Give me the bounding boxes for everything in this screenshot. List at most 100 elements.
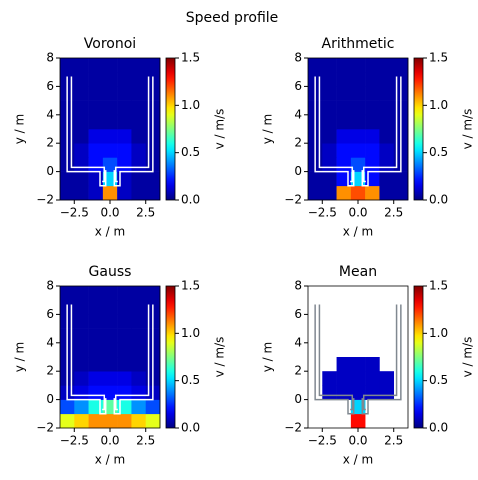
wall	[314, 76, 355, 187]
heatmap-cell	[350, 58, 366, 73]
heatmap-cell	[379, 58, 395, 73]
heatmap-cell	[365, 129, 380, 144]
heatmap-cell	[131, 143, 147, 158]
heatmap-cell	[379, 157, 395, 172]
heatmap-cell	[145, 185, 161, 201]
heatmap-cell	[365, 157, 380, 172]
wall	[113, 76, 154, 187]
y-tick-label: −2	[284, 421, 302, 435]
heatmap-cell	[322, 72, 337, 87]
heatmap-cell	[350, 143, 366, 158]
heatmap-cell	[74, 286, 89, 301]
heatmap-cell	[322, 58, 337, 73]
y-tick-label: −2	[36, 193, 54, 207]
x-axis-label: x / m	[95, 453, 125, 467]
heatmap-cell	[393, 58, 409, 73]
colorbar	[413, 285, 424, 429]
heatmap-cell	[308, 171, 323, 187]
heatmap-cell	[131, 399, 147, 415]
colorbar-label: v / m/s	[213, 109, 227, 150]
heatmap-cell	[131, 185, 147, 201]
heatmap-cell	[336, 157, 352, 172]
wall	[70, 76, 106, 183]
y-tick-label: 6	[46, 79, 54, 93]
wall	[70, 304, 106, 411]
heatmap-cell	[379, 171, 395, 187]
heatmap-cell	[350, 100, 366, 116]
heatmap-cell	[117, 86, 132, 101]
heatmap-cell	[117, 58, 132, 73]
y-tick-label: 0	[294, 392, 302, 406]
heatmap-cell	[336, 385, 352, 400]
colorbar-tick-label: 1.5	[429, 51, 448, 65]
heatmap-cell	[350, 129, 366, 144]
heatmap-cell	[88, 171, 104, 187]
heatmap-cell	[308, 185, 323, 201]
heatmap-cell	[145, 399, 161, 415]
wall	[318, 304, 354, 411]
y-tick-label: 8	[294, 51, 302, 65]
heatmap-cell	[117, 72, 132, 87]
x-axis-label: x / m	[95, 225, 125, 239]
heatmap-cell	[102, 300, 118, 315]
heatmap-cell	[88, 157, 104, 172]
heatmap-cell	[393, 171, 409, 187]
heatmap-cell	[74, 385, 89, 400]
x-tick-label: 2.5	[384, 206, 403, 220]
colorbar-tick-label: 0.0	[429, 193, 448, 207]
heatmap-cell	[365, 171, 380, 187]
colorbar-tick-label: 1.0	[429, 326, 448, 340]
heatmap-cell	[88, 385, 104, 400]
heatmap-cell	[60, 58, 75, 73]
heatmap-cell	[74, 86, 89, 101]
heatmap-cell	[74, 72, 89, 87]
heatmap-cell	[365, 185, 380, 201]
heatmap-cell	[60, 286, 75, 301]
heatmap-cell	[365, 58, 380, 73]
heatmap-cell	[350, 157, 366, 172]
heatmap-cell	[322, 100, 337, 116]
colorbar-tick-label: 1.0	[429, 98, 448, 112]
heatmap-cell	[88, 413, 104, 429]
x-tick-label: 0.0	[348, 434, 367, 448]
heatmap-cell	[60, 185, 75, 201]
heatmap-cell	[88, 328, 104, 344]
y-axis-label: y / m	[13, 342, 27, 372]
heatmap-cell	[322, 114, 337, 130]
heatmap-cell	[350, 185, 366, 201]
wall	[113, 304, 154, 415]
heatmap-cell	[74, 357, 89, 372]
y-tick-label: 4	[46, 335, 54, 349]
heatmap-cell	[365, 72, 380, 87]
heatmap-cell	[308, 58, 323, 73]
heatmap-cell	[131, 385, 147, 400]
heatmap-cell	[74, 100, 89, 116]
heatmap-cell	[322, 157, 337, 172]
y-axis-label: y / m	[261, 114, 275, 144]
heatmap-cell	[336, 129, 352, 144]
wall	[114, 304, 150, 411]
heatmap-cell	[322, 385, 337, 400]
heatmap-cell	[365, 143, 380, 158]
y-tick-label: 0	[46, 392, 54, 406]
heatmap-cell	[117, 342, 132, 358]
heatmap-cell	[131, 328, 147, 344]
colorbar-tick-label: 1.5	[181, 51, 200, 65]
heatmap-cell	[117, 171, 132, 187]
heatmap-cell	[336, 58, 352, 73]
heatmap-cell	[117, 413, 132, 429]
heatmap-cell	[379, 114, 395, 130]
heatmap-cell	[117, 129, 132, 144]
heatmap-cell	[88, 286, 104, 301]
heatmap-cell	[145, 58, 161, 73]
wall	[318, 76, 354, 183]
figure-title: Speed profile	[186, 10, 279, 26]
heatmap-cell	[88, 72, 104, 87]
heatmap-cell	[102, 143, 118, 158]
heatmap-cell	[117, 385, 132, 400]
wall	[66, 304, 107, 415]
heatmap-cell	[336, 114, 352, 130]
heatmap-cell	[131, 314, 147, 329]
y-tick-label: 8	[294, 279, 302, 293]
